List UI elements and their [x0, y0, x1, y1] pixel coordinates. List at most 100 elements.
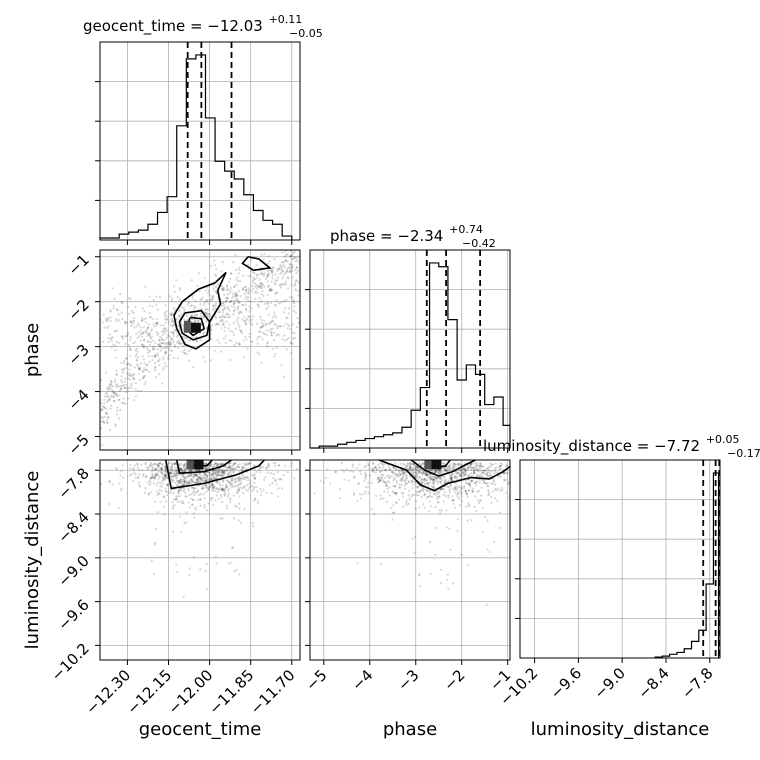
sample-point [154, 474, 157, 478]
sample-point [142, 376, 145, 379]
sample-point [133, 464, 137, 467]
sample-point [452, 498, 455, 502]
sample-point [165, 484, 169, 487]
sample-point [141, 307, 145, 310]
sample-point [272, 355, 276, 358]
sample-point [214, 274, 218, 277]
sample-point [226, 293, 229, 296]
sample-point [385, 475, 388, 478]
sample-point [297, 255, 300, 258]
sample-point [456, 472, 459, 475]
sample-point [511, 467, 513, 469]
sample-point [454, 481, 458, 485]
sample-point [473, 469, 476, 472]
sample-point [250, 290, 253, 293]
sample-point [171, 297, 174, 300]
sample-point [173, 462, 176, 465]
sample-point [113, 330, 116, 333]
sample-point [475, 463, 478, 466]
sample-point [244, 307, 247, 310]
sample-point [162, 477, 165, 480]
sample-point [267, 464, 271, 467]
sample-point [176, 469, 179, 473]
sample-point [134, 395, 137, 398]
sample-point [247, 275, 250, 278]
sample-point [291, 257, 294, 261]
sample-point [444, 468, 447, 471]
sample-point [193, 516, 196, 519]
sample-point [244, 323, 247, 326]
sample-point [471, 474, 474, 477]
sample-point [126, 386, 129, 389]
sample-point [405, 464, 408, 467]
sample-point [158, 364, 161, 367]
sample-point [448, 464, 451, 467]
sample-point [261, 273, 264, 276]
sample-point [218, 470, 222, 473]
sample-point [292, 246, 294, 248]
sample-point [185, 495, 188, 498]
sample-point [235, 296, 238, 299]
sample-point [280, 282, 284, 286]
sample-point [203, 466, 207, 470]
sample-point [151, 359, 154, 362]
sample-point [112, 395, 115, 398]
sample-point [414, 475, 417, 478]
sample-point [470, 480, 473, 483]
sample-point [418, 467, 421, 470]
sample-point [221, 471, 224, 475]
sample-point [463, 474, 466, 477]
sample-point [136, 359, 139, 362]
sample-point [495, 471, 498, 474]
sample-point [231, 546, 234, 549]
sample-point [458, 473, 461, 476]
sample-point [183, 479, 186, 483]
sample-point [183, 478, 186, 482]
sample-point [448, 473, 451, 477]
sample-point [460, 464, 463, 467]
sample-point [287, 312, 290, 315]
sample-point [109, 396, 112, 399]
sample-point [442, 462, 445, 465]
sample-point [270, 330, 273, 334]
sample-point [124, 320, 127, 323]
sample-point [417, 470, 420, 473]
sample-point [224, 296, 228, 299]
sample-point [455, 489, 458, 492]
sample-point [103, 402, 106, 405]
sample-point [178, 342, 181, 345]
sample-point [136, 462, 139, 465]
sample-point [263, 302, 267, 305]
sample-point [202, 493, 205, 496]
sample-point [305, 269, 307, 271]
sample-point [409, 466, 412, 469]
sample-point [367, 464, 370, 467]
sample-point [411, 479, 414, 482]
sample-point [514, 479, 516, 481]
sample-point [281, 269, 284, 273]
sample-point [239, 479, 242, 482]
sample-point [205, 299, 208, 302]
sample-point [549, 467, 551, 469]
sample-point [221, 315, 224, 319]
sample-point [183, 310, 186, 313]
sample-point [415, 493, 419, 496]
sample-point [270, 333, 273, 337]
sample-point [231, 546, 234, 549]
sample-point [432, 475, 435, 478]
sample-point [286, 317, 289, 320]
sample-point [392, 477, 396, 480]
sample-point [178, 342, 181, 345]
sample-point [115, 320, 118, 323]
sample-point [447, 494, 450, 497]
sample-point [402, 505, 405, 508]
sample-point [524, 503, 526, 505]
sample-point [414, 507, 417, 510]
sample-point [170, 349, 174, 352]
sample-point [179, 467, 182, 470]
sample-point [225, 284, 229, 287]
sample-point [259, 326, 263, 329]
sample-point [221, 314, 224, 317]
sample-point [117, 394, 120, 397]
sample-point [283, 299, 286, 302]
